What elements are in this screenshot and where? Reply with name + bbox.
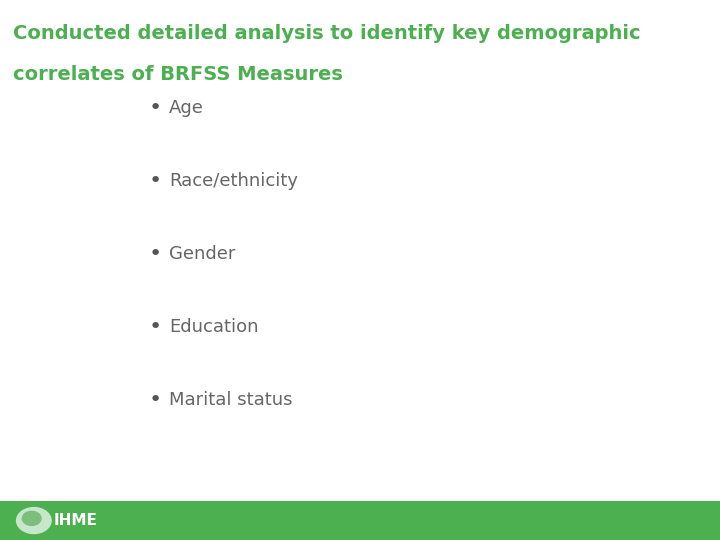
Text: Conducted detailed analysis to identify key demographic: Conducted detailed analysis to identify … xyxy=(13,24,641,43)
Text: •: • xyxy=(148,389,161,410)
Circle shape xyxy=(22,511,41,525)
Circle shape xyxy=(17,508,51,534)
Text: •: • xyxy=(148,316,161,337)
Text: •: • xyxy=(148,171,161,191)
Text: correlates of BRFSS Measures: correlates of BRFSS Measures xyxy=(13,65,343,84)
Bar xyxy=(0,501,720,540)
Text: Age: Age xyxy=(169,99,204,117)
Text: Education: Education xyxy=(169,318,258,336)
Text: Gender: Gender xyxy=(169,245,235,263)
Text: Marital status: Marital status xyxy=(169,390,293,409)
Text: Race/ethnicity: Race/ethnicity xyxy=(169,172,298,190)
Text: •: • xyxy=(148,244,161,264)
Text: IHME: IHME xyxy=(54,513,98,528)
Text: •: • xyxy=(148,98,161,118)
